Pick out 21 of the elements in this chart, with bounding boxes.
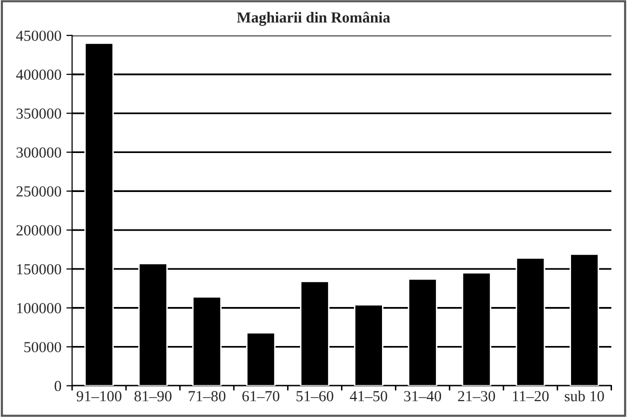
y-tick-label: 250000 [16, 186, 62, 197]
y-tick-label: 300000 [16, 147, 62, 158]
x-tick-label: 21–30 [458, 391, 496, 402]
chart-title: Maghiarii din România [236, 12, 390, 26]
x-tick-label: 31–40 [404, 391, 442, 402]
x-tick-label: 71–80 [188, 391, 226, 402]
y-tick-label: 450000 [16, 30, 62, 41]
y-tick-label: 400000 [16, 70, 62, 80]
y-tick-label: 0 [54, 380, 62, 392]
x-tick-label: 81–90 [134, 391, 172, 402]
x-tick-label: 41–50 [350, 391, 388, 402]
x-tick-label: 51–60 [296, 391, 334, 402]
x-tick-label: 61–70 [242, 391, 280, 402]
x-tick-label: 11–20 [512, 391, 549, 402]
y-tick-label: 150000 [17, 264, 62, 274]
y-tick-label: 200000 [16, 225, 62, 236]
x-tick-label: sub 10 [564, 390, 604, 402]
x-tick-label: 91–100 [76, 391, 122, 402]
y-tick-label: 350000 [16, 108, 62, 119]
y-tick-label: 50000 [24, 342, 62, 352]
y-tick-label: 100000 [17, 303, 62, 314]
